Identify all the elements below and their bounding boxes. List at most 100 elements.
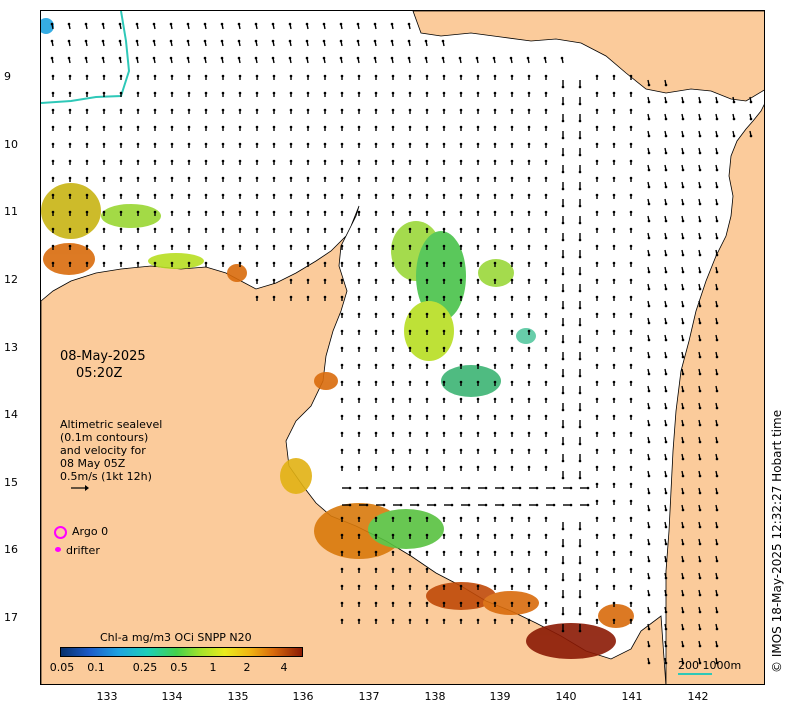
velocity-arrow-head	[715, 338, 719, 342]
chl-patch	[43, 243, 95, 275]
velocity-arrow-head	[715, 525, 719, 529]
velocity-arrow-head	[544, 227, 548, 231]
velocity-arrow-head	[493, 176, 497, 180]
velocity-arrow-head	[323, 244, 327, 248]
velocity-arrow-head	[561, 374, 565, 378]
velocity-arrow-head	[544, 210, 548, 214]
velocity-arrow-head	[510, 278, 514, 282]
velocity-arrow-head	[698, 389, 702, 393]
velocity-arrow-head	[169, 39, 173, 43]
velocity-arrow-head	[357, 108, 361, 112]
velocity-arrow-head	[459, 125, 463, 129]
velocity-arrow-head	[50, 39, 54, 43]
velocity-arrow-head	[255, 193, 259, 197]
velocity-arrow-head	[647, 457, 651, 461]
velocity-arrow-head	[391, 295, 395, 299]
velocity-arrow-head	[535, 486, 539, 490]
velocity-arrow-head	[306, 142, 310, 146]
velocity-arrow-head	[136, 193, 140, 197]
velocity-arrow-head	[425, 312, 429, 316]
velocity-arrow-head	[340, 380, 344, 384]
velocity-arrow-head	[408, 312, 412, 316]
velocity-arrow-head	[732, 117, 736, 121]
velocity-arrow-head	[715, 593, 719, 597]
x-tick-label: 135	[227, 690, 249, 703]
velocity-arrow-head	[442, 397, 446, 401]
velocity-arrow-head	[459, 159, 463, 163]
velocity-arrow-head	[527, 142, 531, 146]
velocity-arrow-head	[101, 39, 105, 43]
velocity-arrow-head	[51, 108, 55, 112]
velocity-arrow-head	[647, 202, 651, 206]
velocity-arrow-head	[510, 329, 514, 333]
velocity-arrow-head	[425, 448, 429, 452]
velocity-arrow-head	[382, 503, 386, 507]
velocity-arrow-head	[374, 533, 378, 537]
velocity-arrow-head	[629, 193, 633, 197]
velocity-arrow-head	[476, 397, 480, 401]
velocity-arrow-head	[255, 210, 259, 214]
velocity-arrow-head	[715, 321, 719, 325]
velocity-arrow-head	[85, 159, 89, 163]
velocity-arrow-head	[442, 227, 446, 231]
velocity-arrow-head	[391, 431, 395, 435]
velocity-arrow-head	[340, 108, 344, 112]
velocity-arrow-head	[306, 295, 310, 299]
velocity-arrow-head	[493, 397, 497, 401]
velocity-arrow-head	[408, 465, 412, 469]
velocity-arrow-head	[475, 56, 479, 60]
velocity-arrow-head	[51, 125, 55, 129]
map-panel[interactable]	[40, 10, 765, 685]
velocity-arrow-head	[391, 261, 395, 265]
velocity-arrow-head	[204, 227, 208, 231]
velocity-arrow-head	[391, 363, 395, 367]
velocity-arrow-head	[356, 56, 360, 60]
velocity-arrow-head	[425, 125, 429, 129]
velocity-arrow-head	[340, 550, 344, 554]
velocity-arrow-head	[493, 516, 497, 520]
velocity-arrow-head	[119, 108, 123, 112]
velocity-arrow-head	[203, 39, 207, 43]
velocity-arrow-head	[289, 227, 293, 231]
velocity-arrow-head	[255, 142, 259, 146]
date-time-label: 08-May-2025 05:20Z	[60, 348, 146, 382]
velocity-arrow-head	[664, 372, 668, 376]
velocity-arrow-head	[374, 125, 378, 129]
velocity-arrow-head	[408, 346, 412, 350]
velocity-arrow-head	[715, 202, 719, 206]
velocity-arrow-head	[561, 357, 565, 361]
velocity-arrow-head	[425, 516, 429, 520]
velocity-arrow-head	[459, 346, 463, 350]
velocity-arrow-head	[408, 278, 412, 282]
velocity-arrow-head	[578, 306, 582, 310]
velocity-arrow-head	[220, 39, 224, 43]
velocity-arrow-head	[664, 236, 668, 240]
velocity-arrow-head	[187, 74, 191, 78]
velocity-arrow-head	[749, 100, 753, 104]
velocity-arrow-head	[323, 210, 327, 214]
velocity-arrow-head	[561, 323, 565, 327]
velocity-arrow-head	[510, 448, 514, 452]
velocity-arrow-head	[425, 618, 429, 622]
velocity-arrow-head	[664, 83, 668, 87]
velocity-arrow-head	[544, 567, 548, 571]
velocity-arrow-head	[698, 304, 702, 308]
velocity-arrow-head	[518, 486, 522, 490]
velocity-arrow-head	[493, 618, 497, 622]
velocity-arrow-head	[238, 108, 242, 112]
velocity-arrow-head	[578, 629, 582, 633]
velocity-arrow-head	[629, 312, 633, 316]
velocity-arrow-head	[527, 108, 531, 112]
velocity-arrow-head	[629, 567, 633, 571]
velocity-arrow-head	[578, 238, 582, 242]
velocity-arrow-head	[153, 142, 157, 146]
velocity-arrow-head	[595, 550, 599, 554]
velocity-arrow-head	[221, 176, 225, 180]
velocity-arrow-head	[561, 340, 565, 344]
velocity-arrow-head	[374, 601, 378, 605]
velocity-arrow-head	[544, 74, 548, 78]
velocity-arrow-head	[391, 312, 395, 316]
velocity-arrow-head	[203, 56, 207, 60]
y-tick-label: 9	[4, 70, 11, 83]
velocity-arrow-head	[50, 56, 54, 60]
